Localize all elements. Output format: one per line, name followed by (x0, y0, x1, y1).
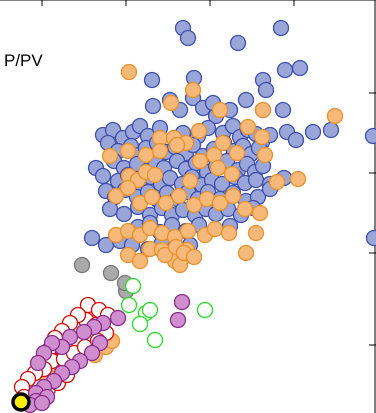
data-point-series-1 (229, 34, 247, 52)
data-point-series-7 (11, 392, 31, 412)
data-point-series-2 (146, 166, 164, 184)
data-point-series-5 (83, 344, 101, 362)
data-point-series-1 (304, 123, 322, 141)
data-point-series-2 (223, 165, 241, 183)
data-point-series-2 (101, 147, 119, 165)
data-point-series-3 (73, 256, 91, 274)
data-point-series-2 (179, 222, 197, 240)
data-point-series-1 (83, 229, 101, 247)
axis-ticks (41, 0, 376, 346)
data-point-series-2 (157, 194, 175, 212)
data-point-series-2 (268, 173, 286, 191)
data-point-series-1 (365, 229, 376, 247)
data-point-series-2 (184, 81, 202, 99)
data-point-series-2 (211, 101, 229, 119)
data-point-series-2 (170, 187, 188, 205)
data-point-series-2 (237, 244, 255, 262)
data-point-series-2 (181, 172, 199, 190)
data-point-series-2 (239, 118, 257, 136)
data-point-series-2 (191, 152, 209, 170)
data-point-series-1 (247, 171, 265, 189)
data-point-series-1 (237, 91, 255, 109)
data-point-series-5 (33, 394, 51, 412)
data-point-series-5 (75, 323, 93, 341)
data-point-series-2 (151, 142, 169, 160)
data-point-series-2 (289, 170, 307, 188)
data-point-series-2 (211, 194, 229, 212)
data-point-series-1 (94, 167, 112, 185)
data-point-series-2 (119, 142, 137, 160)
data-point-series-1 (287, 131, 305, 149)
data-point-series-5 (29, 354, 47, 372)
data-point-series-2 (228, 144, 246, 162)
data-point-series-2 (168, 136, 186, 154)
data-point-series-1 (143, 71, 161, 89)
data-point-series-2 (220, 224, 238, 242)
data-points (11, 19, 376, 413)
data-point-series-2 (185, 248, 203, 266)
data-point-series-6 (141, 301, 159, 319)
data-point-series-1 (274, 101, 292, 119)
data-point-series-2 (254, 101, 272, 119)
data-point-series-6 (120, 296, 138, 314)
data-point-series-2 (214, 134, 232, 152)
data-point-series-6 (124, 277, 142, 295)
data-point-series-2 (190, 122, 208, 140)
chart-annotation: P/PV (4, 51, 43, 70)
data-point-series-5 (169, 311, 187, 329)
data-point-series-2 (119, 179, 137, 197)
data-point-series-2 (156, 246, 174, 264)
data-point-series-1 (179, 29, 197, 47)
data-point-series-1 (144, 97, 162, 115)
data-point-series-2 (224, 187, 242, 205)
data-point-series-5 (109, 309, 127, 327)
data-point-series-2 (131, 252, 149, 270)
data-point-series-1 (115, 205, 133, 223)
data-point-series-2 (247, 224, 265, 242)
data-point-series-2 (137, 146, 155, 164)
data-point-series-3 (102, 264, 120, 282)
data-point-series-2 (107, 187, 125, 205)
data-point-series-2 (209, 159, 227, 177)
data-point-series-6 (131, 315, 149, 333)
data-point-series-2 (253, 128, 271, 146)
data-point-series-6 (146, 331, 164, 349)
data-point-series-1 (291, 59, 309, 77)
data-point-series-2 (251, 204, 269, 222)
data-point-series-1 (322, 121, 340, 139)
data-point-series-2 (120, 63, 138, 81)
data-point-series-1 (272, 19, 290, 37)
data-point-series-6 (196, 301, 214, 319)
data-point-series-2 (143, 188, 161, 206)
data-point-series-2 (236, 200, 254, 218)
data-point-series-2 (162, 94, 180, 112)
data-point-series-5 (173, 293, 191, 311)
data-point-series-2 (256, 146, 274, 164)
data-point-series-1 (276, 61, 294, 79)
data-point-series-2 (206, 220, 224, 238)
data-point-series-1 (364, 127, 376, 145)
data-point-series-2 (326, 107, 344, 125)
data-point-series-1 (257, 81, 275, 99)
